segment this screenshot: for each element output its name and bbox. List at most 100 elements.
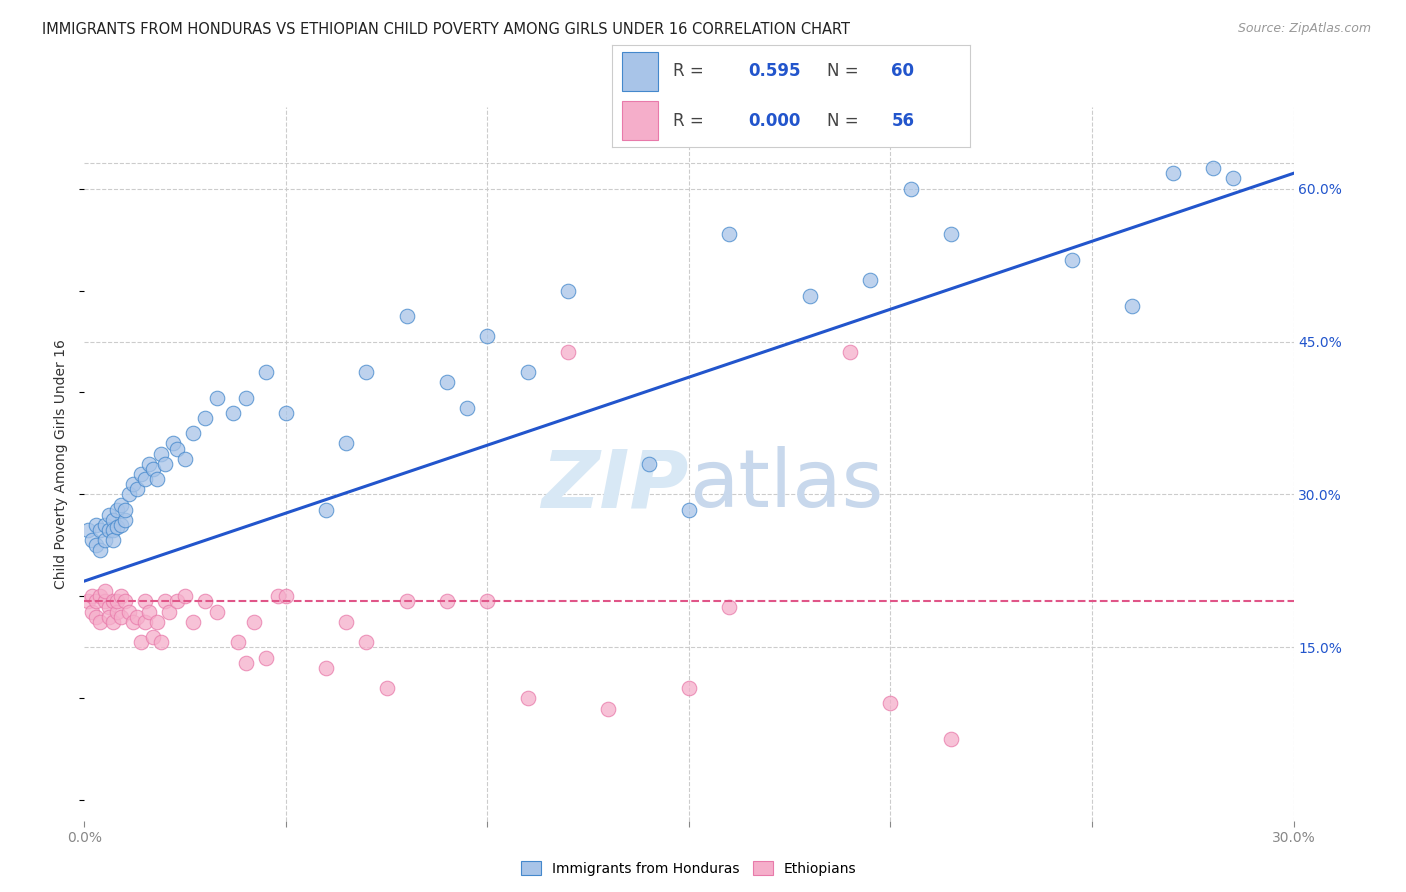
Point <box>105 502 128 516</box>
Point <box>114 594 136 608</box>
Point <box>82 605 104 619</box>
Text: ZIP: ZIP <box>541 446 689 524</box>
Point <box>395 594 418 608</box>
Point <box>939 732 962 747</box>
Point <box>138 605 160 619</box>
Text: IMMIGRANTS FROM HONDURAS VS ETHIOPIAN CHILD POVERTY AMONG GIRLS UNDER 16 CORRELA: IMMIGRANTS FROM HONDURAS VS ETHIOPIAN CH… <box>42 22 851 37</box>
Point <box>477 594 499 608</box>
Point <box>637 457 659 471</box>
Point <box>1202 161 1225 176</box>
Text: N =: N = <box>827 112 863 129</box>
Point <box>436 376 458 390</box>
Point <box>149 635 172 649</box>
Point <box>839 344 862 359</box>
Point <box>598 701 620 715</box>
Point <box>194 594 217 608</box>
Point <box>93 533 115 548</box>
Point <box>86 518 108 533</box>
Point <box>77 594 100 608</box>
Point <box>274 406 297 420</box>
Point <box>557 284 579 298</box>
Point <box>142 462 165 476</box>
Point <box>153 457 176 471</box>
Point <box>1161 166 1184 180</box>
Text: 0.595: 0.595 <box>748 62 800 80</box>
Legend: Immigrants from Honduras, Ethiopians: Immigrants from Honduras, Ethiopians <box>516 855 862 881</box>
Point <box>1060 252 1083 267</box>
Point <box>718 599 741 614</box>
Point <box>118 605 141 619</box>
Point <box>799 288 821 302</box>
Point <box>315 661 337 675</box>
Point <box>157 605 180 619</box>
Point <box>93 518 115 533</box>
Point <box>939 227 962 242</box>
Text: atlas: atlas <box>689 446 883 524</box>
Point <box>254 365 277 379</box>
Point <box>86 538 108 552</box>
Y-axis label: Child Poverty Among Girls Under 16: Child Poverty Among Girls Under 16 <box>55 339 69 589</box>
Text: R =: R = <box>672 112 709 129</box>
Point <box>235 391 257 405</box>
Point <box>93 594 115 608</box>
Point <box>129 467 152 481</box>
Point <box>101 533 124 548</box>
Point <box>375 681 398 695</box>
Point <box>900 181 922 195</box>
Point <box>174 451 197 466</box>
Point <box>718 227 741 242</box>
Text: 60: 60 <box>891 62 914 80</box>
Point <box>477 329 499 343</box>
Point <box>1222 171 1244 186</box>
Point <box>89 590 111 604</box>
Point <box>101 615 124 629</box>
Point <box>356 365 378 379</box>
Point <box>77 523 100 537</box>
Point <box>105 605 128 619</box>
Point <box>97 508 120 522</box>
Point <box>149 447 172 461</box>
Point <box>114 513 136 527</box>
Point <box>97 599 120 614</box>
Point <box>118 487 141 501</box>
Point <box>129 635 152 649</box>
Text: 56: 56 <box>891 112 914 129</box>
Point <box>162 436 184 450</box>
Point <box>97 523 120 537</box>
Point <box>335 615 357 629</box>
Point <box>254 650 277 665</box>
Point <box>456 401 478 415</box>
Point <box>207 391 229 405</box>
Point <box>125 483 148 497</box>
Point <box>516 365 538 379</box>
Point <box>146 472 169 486</box>
Point <box>125 609 148 624</box>
Point <box>174 590 197 604</box>
Point <box>678 681 700 695</box>
Point <box>114 502 136 516</box>
Point <box>1121 299 1143 313</box>
Text: Source: ZipAtlas.com: Source: ZipAtlas.com <box>1237 22 1371 36</box>
Point <box>194 411 217 425</box>
Point <box>89 543 111 558</box>
Point <box>101 594 124 608</box>
Bar <box>623 101 658 140</box>
Point <box>242 615 264 629</box>
Point <box>86 594 108 608</box>
Point <box>134 594 156 608</box>
Point <box>110 498 132 512</box>
Point <box>142 630 165 644</box>
Point <box>222 406 245 420</box>
Point <box>82 533 104 548</box>
Point <box>110 609 132 624</box>
Text: N =: N = <box>827 62 863 80</box>
Point <box>138 457 160 471</box>
Text: 0.000: 0.000 <box>748 112 800 129</box>
Point <box>93 584 115 599</box>
Text: R =: R = <box>672 62 709 80</box>
Point <box>678 502 700 516</box>
Point <box>267 590 290 604</box>
Point <box>105 594 128 608</box>
Point <box>89 523 111 537</box>
Point <box>134 472 156 486</box>
